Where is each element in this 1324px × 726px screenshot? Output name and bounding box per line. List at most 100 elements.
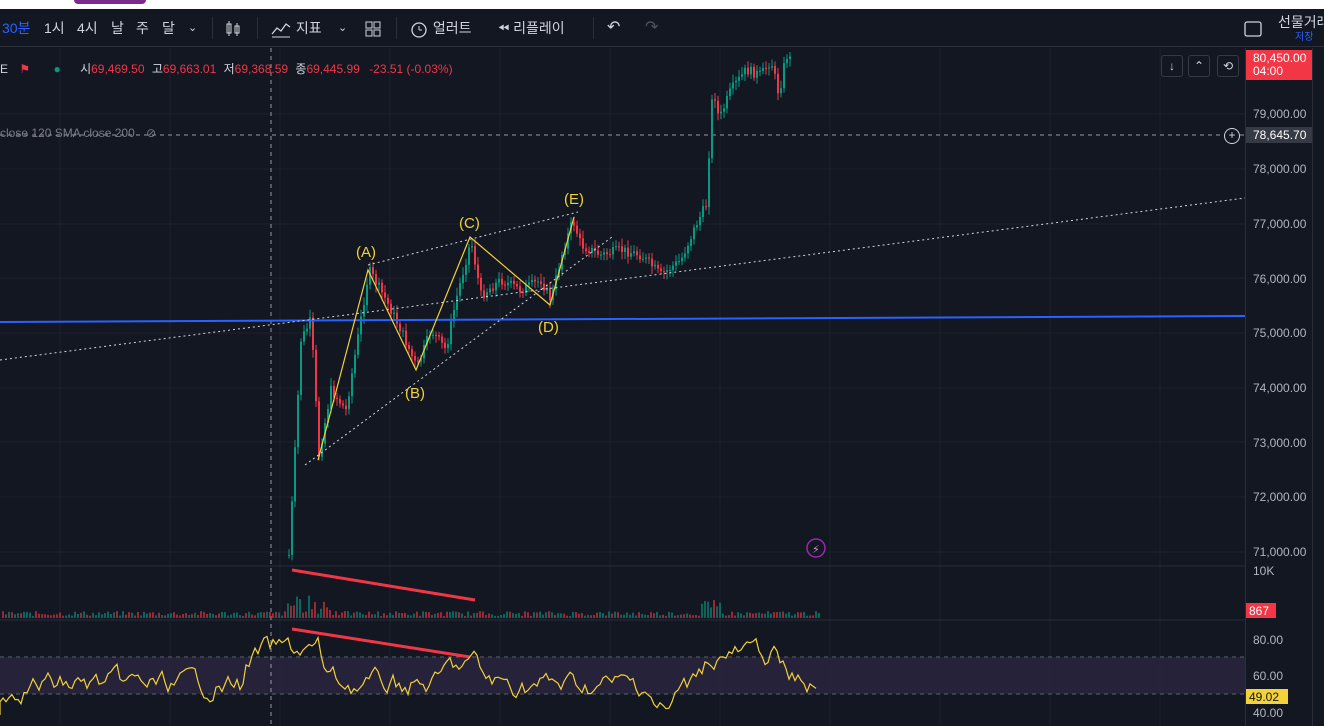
chevron-down-icon[interactable]: ⌄ (338, 22, 348, 34)
candle-body (360, 316, 362, 335)
indicator-label: close 120 SMA close 200 (0, 126, 135, 140)
low-value: 69,368.59 (234, 62, 289, 76)
replay-button[interactable]: ⏪︎ 리플레이 (498, 9, 565, 47)
collapse-button[interactable]: ⌃ (1188, 55, 1210, 77)
layouts-grid-icon[interactable] (364, 9, 382, 47)
save-label[interactable]: 저장 (1295, 32, 1314, 43)
candle-body (522, 291, 524, 294)
volume-bar (737, 612, 739, 618)
high-value: 69,663.01 (162, 62, 217, 76)
countdown: 04:00 (1253, 64, 1284, 78)
candle-body (651, 258, 653, 267)
wave-label-e: (E) (564, 191, 584, 208)
candle-body (330, 385, 332, 409)
volume-bar (635, 615, 637, 618)
volume-bar (581, 613, 583, 618)
volume-bar (758, 612, 760, 618)
volume-bar (410, 615, 412, 618)
volume-bar (83, 611, 85, 618)
timeframe-week[interactable]: 주 (136, 20, 149, 36)
volume-bar (656, 611, 658, 618)
timeframe-30m[interactable]: 30분 (2, 20, 31, 36)
candle-body (384, 292, 386, 298)
volume-bar (233, 612, 235, 618)
price-chart[interactable]: (A) (B) (C) (D) (E) ⚡ (0, 48, 1245, 726)
candle-body (357, 334, 359, 355)
candle-body (633, 251, 635, 254)
candle-body (321, 443, 323, 457)
candle-body (525, 284, 527, 294)
rsi-tick: 80.00 (1253, 633, 1284, 647)
candle-body (741, 74, 743, 77)
candlestick-icon[interactable] (223, 9, 243, 47)
timeframe-day[interactable]: 날 (111, 20, 124, 36)
candle-body (573, 222, 575, 226)
candle-body (300, 341, 302, 395)
volume-bar (641, 614, 643, 618)
maximize-button[interactable]: ⟲ (1217, 55, 1239, 77)
volume-bar (578, 613, 580, 618)
candle-body (417, 360, 419, 362)
checkbox-icon[interactable] (1243, 9, 1263, 47)
volume-bar (719, 602, 721, 618)
candle-body (501, 278, 503, 285)
hidden-eye-icon[interactable]: ⊘ (146, 126, 157, 140)
candle-body (432, 334, 434, 336)
candle-body (510, 280, 512, 283)
redo-icon[interactable]: ↷ (645, 19, 659, 36)
volume-bar (206, 613, 208, 618)
volume-bar (455, 611, 457, 618)
candle-body (492, 288, 494, 291)
candle-body (372, 267, 374, 275)
volume-bar (95, 615, 97, 618)
price-scale[interactable]: 80,450.00 04:00 79,000.00 78,645.70 78,0… (1224, 48, 1312, 726)
volume-bar (509, 611, 511, 618)
indicators-button[interactable]: 지표 (270, 9, 322, 47)
volume-bar (557, 613, 559, 618)
alerts-button[interactable]: 얼러트 (409, 9, 472, 47)
undo-icon[interactable]: ↶ (607, 19, 621, 36)
candle-body (363, 305, 365, 317)
volume-bar (530, 615, 532, 618)
candle-body (462, 274, 464, 284)
volume-bar (404, 612, 406, 618)
candle-body (531, 279, 533, 283)
wave-label-c: (C) (459, 215, 480, 232)
volume-bar (239, 615, 241, 618)
volume-bar (110, 614, 112, 618)
lightning-icon[interactable] (806, 538, 826, 558)
volume-bar (101, 614, 103, 618)
volume-bar (23, 611, 25, 618)
candle-body (534, 279, 536, 282)
timeframe-month[interactable]: 달 (162, 20, 175, 36)
volume-bar (752, 613, 754, 618)
candle-body (339, 399, 341, 404)
volume-bar (788, 612, 790, 618)
volume-bar (161, 614, 163, 618)
volume-bar (503, 614, 505, 618)
price-tick: 75,000.00 (1253, 326, 1307, 340)
timeframe-1h[interactable]: 1시 (44, 20, 65, 36)
volume-bar (680, 614, 682, 618)
timeframe-4h[interactable]: 4시 (77, 20, 98, 36)
volume-bar (767, 611, 769, 618)
volume-bar (302, 612, 304, 618)
add-plus-icon[interactable]: + (1224, 128, 1240, 144)
indicator-legend[interactable]: close 120 SMA close 200 ⊘ (0, 126, 156, 140)
price-tick: 77,000.00 (1253, 217, 1307, 231)
chevron-down-icon[interactable]: ⌄ (188, 22, 198, 34)
futures-trading-label[interactable]: 선물거래 (1278, 14, 1324, 30)
candle-body (399, 323, 401, 332)
volume-bar (563, 613, 565, 618)
volume-bar (416, 611, 418, 618)
change-value: -23.51 (-0.03%) (369, 62, 453, 76)
volume-bar (11, 612, 13, 618)
volume-bar (395, 611, 397, 618)
scroll-down-button[interactable]: ↓ (1161, 55, 1183, 77)
candle-body (738, 76, 740, 81)
indicators-icon (271, 23, 291, 38)
volume-bar (38, 613, 40, 618)
volume-bar (443, 615, 445, 618)
price-tick: 76,000.00 (1253, 272, 1307, 286)
volume-bar (278, 612, 280, 618)
